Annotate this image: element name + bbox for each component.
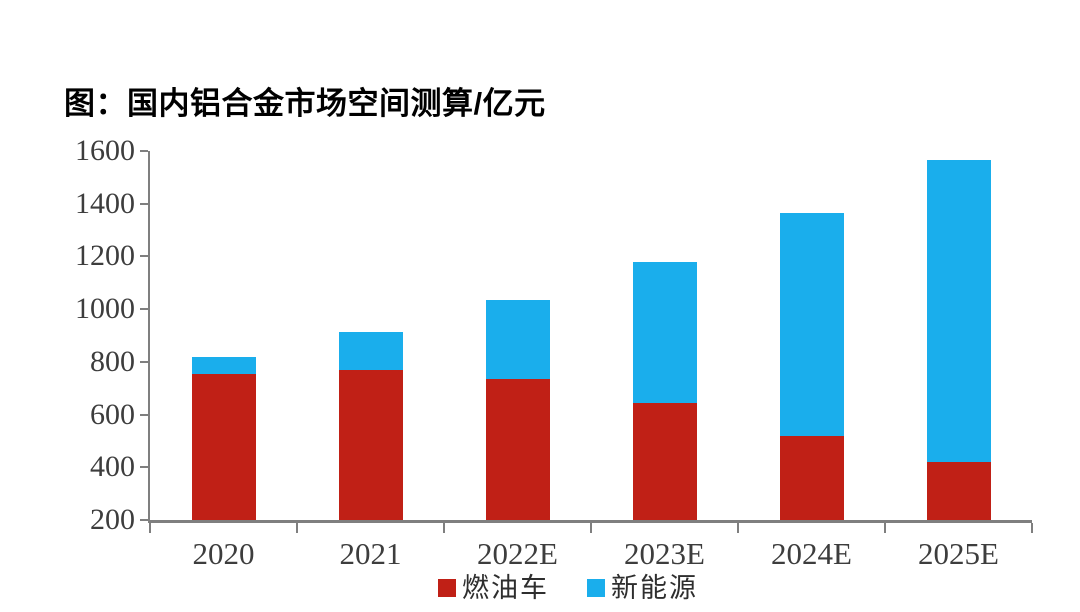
y-tick xyxy=(140,360,148,363)
x-tick-label-2021: 2021 xyxy=(339,536,402,571)
x-tick-label-2024E: 2024E xyxy=(771,536,852,571)
bar-segment-newenergy-2023E xyxy=(632,261,697,403)
x-tick xyxy=(443,523,445,533)
x-tick xyxy=(149,523,151,533)
y-tick-label: 1000 xyxy=(75,292,135,326)
y-tick-label: 1400 xyxy=(75,186,135,220)
y-tick xyxy=(140,519,148,521)
chart-title: 图：国内铝合金市场空间测算/亿元 xyxy=(64,86,546,121)
bar-segment-newenergy-2024E xyxy=(779,212,844,436)
y-axis-line xyxy=(148,151,150,523)
y-tick xyxy=(140,150,148,152)
bar-segment-fuel-2022E xyxy=(485,378,550,520)
legend-label: 燃油车 xyxy=(462,573,549,603)
bar-segment-fuel-2020 xyxy=(191,373,256,520)
x-tick xyxy=(1031,523,1033,533)
x-tick-label-2020: 2020 xyxy=(192,536,255,571)
x-tick xyxy=(737,523,739,533)
legend-label: 新能源 xyxy=(611,573,698,603)
bar-segment-newenergy-2020 xyxy=(191,356,256,374)
x-tick-label-2025E: 2025E xyxy=(918,536,999,571)
y-tick-label: 600 xyxy=(90,397,135,431)
x-axis-line xyxy=(148,520,1032,523)
y-tick xyxy=(140,255,148,258)
bar-segment-fuel-2025E xyxy=(926,462,991,520)
bar-segment-newenergy-2022E xyxy=(485,299,550,379)
y-tick-label: 800 xyxy=(90,344,135,378)
bar-segment-newenergy-2025E xyxy=(926,160,991,462)
y-tick xyxy=(140,466,148,469)
y-tick xyxy=(140,413,148,416)
bar-segment-fuel-2023E xyxy=(632,402,697,520)
legend-swatch-icon xyxy=(438,579,456,597)
y-tick-label: 200 xyxy=(90,503,135,536)
legend-item-fuel: 燃油车 xyxy=(438,574,549,602)
chart-legend: 燃油车 新能源 xyxy=(438,574,698,602)
bar-segment-newenergy-2021 xyxy=(338,331,403,370)
y-tick xyxy=(140,308,148,311)
x-tick xyxy=(590,523,592,533)
x-tick xyxy=(884,523,886,533)
x-tick-label-2023E: 2023E xyxy=(624,536,705,571)
legend-item-newenergy: 新能源 xyxy=(587,574,698,602)
y-tick-label: 1600 xyxy=(75,134,135,167)
y-tick-label: 400 xyxy=(90,450,135,484)
y-tick-label: 1200 xyxy=(75,239,135,273)
x-tick-label-2022E: 2022E xyxy=(477,536,558,571)
bar-segment-fuel-2021 xyxy=(338,369,403,520)
y-tick xyxy=(140,202,148,205)
x-tick xyxy=(296,523,298,533)
legend-swatch-icon xyxy=(587,579,605,597)
bar-segment-fuel-2024E xyxy=(779,435,844,520)
